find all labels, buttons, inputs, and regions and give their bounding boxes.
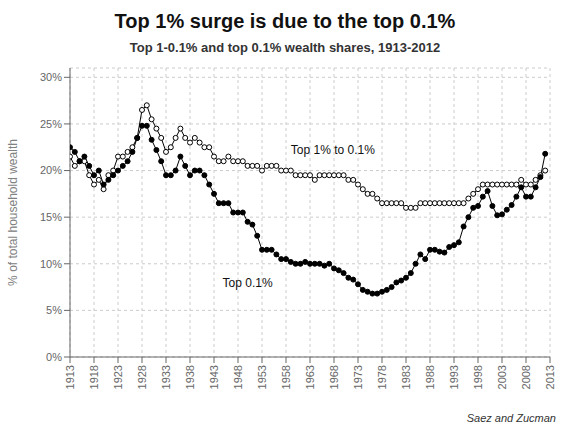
svg-text:% of total household wealth: % of total household wealth: [8, 139, 20, 286]
svg-text:1953: 1953: [256, 365, 268, 389]
html-text:Saez and Zucman: Saez and Zucman: [466, 412, 556, 424]
svg-text:15%: 15%: [40, 211, 62, 223]
svg-text:25%: 25%: [40, 118, 62, 130]
svg-text:1978: 1978: [376, 365, 388, 389]
svg-text:1933: 1933: [160, 365, 172, 389]
svg-text:1938: 1938: [184, 365, 196, 389]
svg-text:20%: 20%: [40, 164, 62, 176]
svg-text:1973: 1973: [352, 365, 364, 389]
html-text:Top 1% surge is due to the top: Top 1% surge is due to the top 0.1%: [114, 10, 456, 32]
svg-text:2013: 2013: [544, 365, 556, 389]
svg-text:2008: 2008: [520, 365, 532, 389]
svg-text:1963: 1963: [304, 365, 316, 389]
svg-text:1928: 1928: [136, 365, 148, 389]
svg-text:1923: 1923: [112, 365, 124, 389]
svg-text:30%: 30%: [40, 71, 62, 83]
svg-text:Top 1% to 0.1%: Top 1% to 0.1%: [291, 143, 375, 157]
svg-text:5%: 5%: [46, 304, 62, 316]
svg-text:1983: 1983: [400, 365, 412, 389]
svg-text:1988: 1988: [424, 365, 436, 389]
svg-text:1968: 1968: [328, 365, 340, 389]
svg-text:10%: 10%: [40, 258, 62, 270]
svg-text:1958: 1958: [280, 365, 292, 389]
svg-text:0%: 0%: [46, 351, 62, 363]
svg-text:1943: 1943: [208, 365, 220, 389]
svg-text:2003: 2003: [496, 365, 508, 389]
svg-text:1993: 1993: [448, 365, 460, 389]
svg-text:1948: 1948: [232, 365, 244, 389]
svg-text:1998: 1998: [472, 365, 484, 389]
svg-text:1913: 1913: [64, 365, 76, 389]
svg-text:Top 0.1%: Top 0.1%: [223, 276, 273, 290]
svg-text:1918: 1918: [88, 365, 100, 389]
html-text:Top 1-0.1% and top 0.1% wealth: Top 1-0.1% and top 0.1% wealth shares, 1…: [129, 40, 441, 55]
